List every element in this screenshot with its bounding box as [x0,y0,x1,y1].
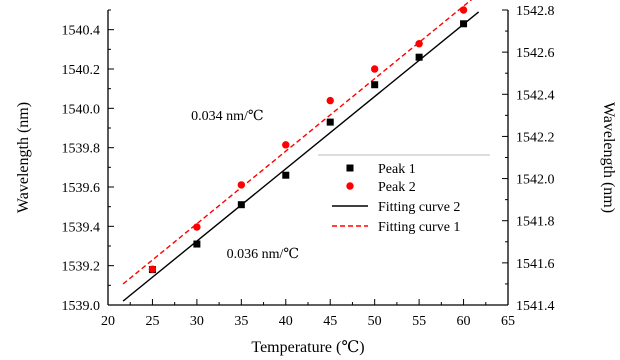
y2-tick-label: 1542.0 [516,173,555,188]
peak1-point [237,201,245,209]
x-tick-label: 60 [457,314,471,329]
slope-annotation: 0.034 nm/℃ [191,109,263,124]
y2-tick-label: 1542.8 [516,4,555,19]
x-tick-label: 55 [412,314,426,329]
legend-label: Peak 2 [378,180,416,195]
peak2-point [370,65,379,73]
x-tick-label: 50 [368,314,382,329]
x-axis-title: Temperature (℃) [251,339,364,356]
legend-marker-peak1 [346,164,354,172]
x-tick-label: 45 [323,314,337,329]
slope-annotation: 0.036 nm/℃ [227,247,299,262]
legend-label: Fitting curve 1 [378,220,460,235]
axes: 20 25 30 35 40 45 50 55 60 65 1539.0 1539.2 1539.4 15… [62,4,555,329]
legend-label: Fitting curve 2 [378,200,460,215]
x-tick-label: 40 [279,314,293,329]
y-tick-label: 1540.4 [62,24,101,39]
y-tick-label: 1539.8 [62,142,101,157]
data-points [148,6,468,274]
peak2-point [237,181,246,189]
y2-tick-label: 1541.6 [516,257,555,272]
y-tick-label: 1540.0 [62,102,101,117]
peak1-point [282,171,290,179]
peak2-point [148,265,157,273]
legend-label: Peak 1 [378,162,416,177]
peak2-point [193,223,201,231]
fit-line-dashed [122,0,473,285]
x-tick-label: 20 [101,314,115,329]
y2-tick-label: 1542.6 [516,46,555,61]
x-tick-label: 30 [190,314,204,329]
x-tick-label: 35 [234,314,248,329]
peak2-point [282,141,290,149]
peak1-point [460,20,468,28]
fit-line-solid [122,11,480,302]
y-tick-label: 1539.0 [62,299,101,314]
y2-axis-title: Wavelength (nm) [600,102,617,213]
peak2-point [326,96,334,105]
y-tick-label: 1540.2 [62,63,101,78]
peak1-point [371,81,379,89]
legend-marker-peak2 [346,182,354,190]
y2-tick-label: 1542.2 [516,130,555,145]
peak1-point [415,53,423,61]
y-tick-label: 1539.6 [62,181,101,196]
y2-tick-label: 1542.4 [516,88,555,103]
annotations: 0.034 nm/℃ 0.036 nm/℃ [191,109,299,262]
y2-tick-label: 1541.4 [516,299,555,314]
peak2-point [415,40,423,48]
x-tick-label: 25 [145,314,159,329]
x-tick-label: 65 [501,314,515,329]
y-axis-title: Wavelength (nm) [15,102,32,213]
legend: Peak 1 Peak 2 Fitting curve 2 Fitting curve… [318,154,490,235]
peak1-point [193,240,201,248]
peak1-point [326,118,334,126]
fit-lines [122,0,480,302]
y-tick-label: 1539.4 [62,220,101,235]
y2-tick-label: 1541.8 [516,215,555,230]
peak2-point [459,6,468,14]
y-tick-label: 1539.2 [62,260,101,275]
